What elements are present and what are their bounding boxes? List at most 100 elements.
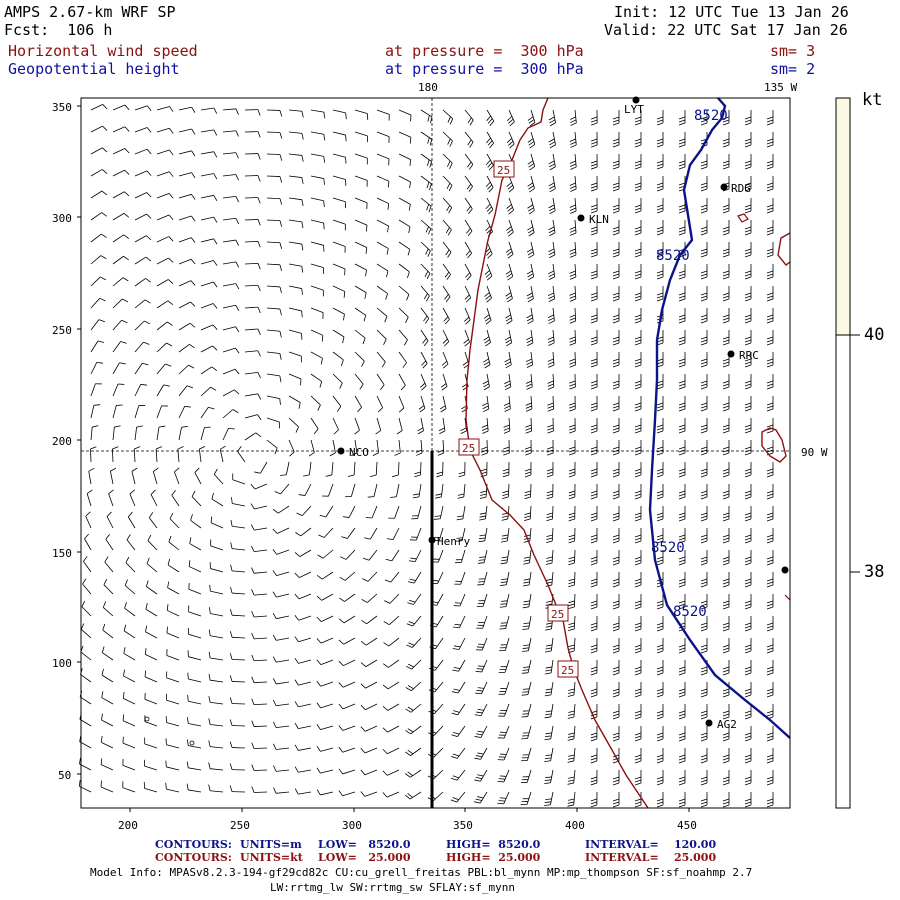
wind-barb-flag [634, 226, 642, 230]
wind-barb-flag [523, 518, 531, 521]
wind-barb-flag [294, 766, 299, 773]
wind-barb-flag [251, 567, 255, 574]
wind-barb-flag [722, 735, 730, 739]
wind-barb [232, 525, 246, 529]
wind-barb-flag [634, 578, 642, 582]
wind-barb-flag [722, 298, 730, 302]
wind-barb-flag [722, 625, 730, 629]
contour1-interval: INTERVAL= 120.00 [585, 838, 717, 851]
wind-barb-flag [590, 496, 598, 500]
wind-barb-flag [445, 296, 451, 303]
wind-barb-flag [744, 364, 752, 368]
wind-barb [90, 233, 102, 243]
wind-barb-flag [656, 669, 664, 673]
wind-barb-flag [656, 292, 664, 296]
wind-barb-flag [488, 209, 494, 215]
wind-barb [398, 153, 411, 160]
wind-barb-flag [656, 402, 664, 406]
wind-barb [90, 362, 98, 375]
wind-barb-flag [744, 141, 752, 145]
wind-barb-flag [385, 558, 392, 562]
wind-barb [156, 321, 168, 331]
wind-barb [373, 483, 378, 497]
wind-barb [364, 725, 378, 732]
wind-barb-flag [700, 342, 708, 346]
wind-barb [354, 153, 368, 159]
wind-barb-flag [744, 644, 752, 648]
wind-barb-flag [722, 738, 730, 742]
wind-barb-flag [722, 166, 730, 170]
wind-barb-flag [235, 305, 240, 311]
wind-barb [354, 351, 365, 362]
wind-barb-flag [102, 147, 108, 153]
wind-barb-flag [410, 557, 417, 560]
wind-barb [167, 587, 180, 595]
wind-barb-flag [545, 710, 552, 713]
wind-barb-flag [188, 364, 195, 369]
wind-barb-flag [744, 776, 752, 780]
wind-barb [376, 373, 385, 386]
wind-barb-flag [569, 320, 576, 324]
wind-barb [145, 654, 158, 661]
wind-barb-flag [523, 581, 530, 584]
wind-barb [552, 241, 556, 255]
wind-barb-flag [744, 210, 752, 214]
wind-barb-flag [678, 468, 686, 472]
wind-barb-flag [526, 336, 533, 341]
wind-barb [148, 517, 158, 529]
wind-barb-flag [548, 364, 555, 368]
wind-barb-flag [722, 578, 730, 582]
wind-barb [354, 219, 368, 226]
wind-barb-flag [678, 581, 686, 585]
wind-barb [79, 696, 92, 705]
wind-barb [436, 593, 444, 606]
wind-barb-flag [480, 468, 488, 472]
wind-barb-flag [569, 116, 576, 120]
wind-barb-flag [522, 647, 530, 649]
wind-barb-flag [522, 628, 529, 631]
wind-barb-flag [481, 449, 488, 453]
wind-barb-flag [502, 468, 510, 472]
wind-barb-flag [744, 798, 752, 802]
wind-barb-flag [744, 688, 752, 692]
wind-barb-flag [612, 452, 620, 456]
wind-barb-flag [590, 556, 598, 560]
wind-barb-flag [766, 537, 774, 541]
wind-barb-flag [590, 534, 598, 538]
wind-barb-flag [590, 760, 597, 764]
wind-barb [188, 678, 202, 683]
wind-barb-flag [257, 219, 261, 226]
wind-barb-flag [209, 584, 211, 592]
wind-barb-flag [525, 405, 532, 409]
wind-barb-flag [612, 270, 620, 274]
wind-barb-flag [257, 109, 261, 116]
wind-barb-flag [465, 319, 471, 325]
wind-barb [178, 128, 192, 133]
wind-barb-flag [547, 405, 554, 409]
wind-barb-flag [547, 314, 554, 318]
wind-barb-flag [167, 279, 174, 284]
colorbar-fill-segment [835, 97, 851, 336]
wind-barb-flag [766, 320, 774, 324]
wind-barb-flag [678, 603, 686, 607]
wind-barb [331, 461, 334, 475]
wind-barb-flag [528, 141, 535, 146]
wind-barb-flag [678, 383, 686, 387]
wind-barb [101, 741, 114, 749]
wind-barb-flag [590, 666, 598, 670]
wind-barb [167, 564, 180, 573]
wind-barb-flag [722, 119, 730, 123]
wind-barb-flag [744, 251, 752, 255]
wind-barb-flag [744, 298, 752, 302]
wind-barb-flag [590, 386, 598, 390]
wind-barb-flag [421, 360, 427, 366]
wind-barb-flag [524, 474, 532, 478]
wind-barb-flag [124, 579, 128, 586]
wind-barb [106, 516, 114, 529]
wind-barb-flag [634, 232, 642, 236]
wind-barb-flag [744, 628, 752, 632]
wind-barb-flag [590, 405, 598, 409]
wind-barb-flag [251, 676, 255, 683]
wind-barb-flag [294, 636, 299, 643]
wind-barb [508, 263, 514, 277]
